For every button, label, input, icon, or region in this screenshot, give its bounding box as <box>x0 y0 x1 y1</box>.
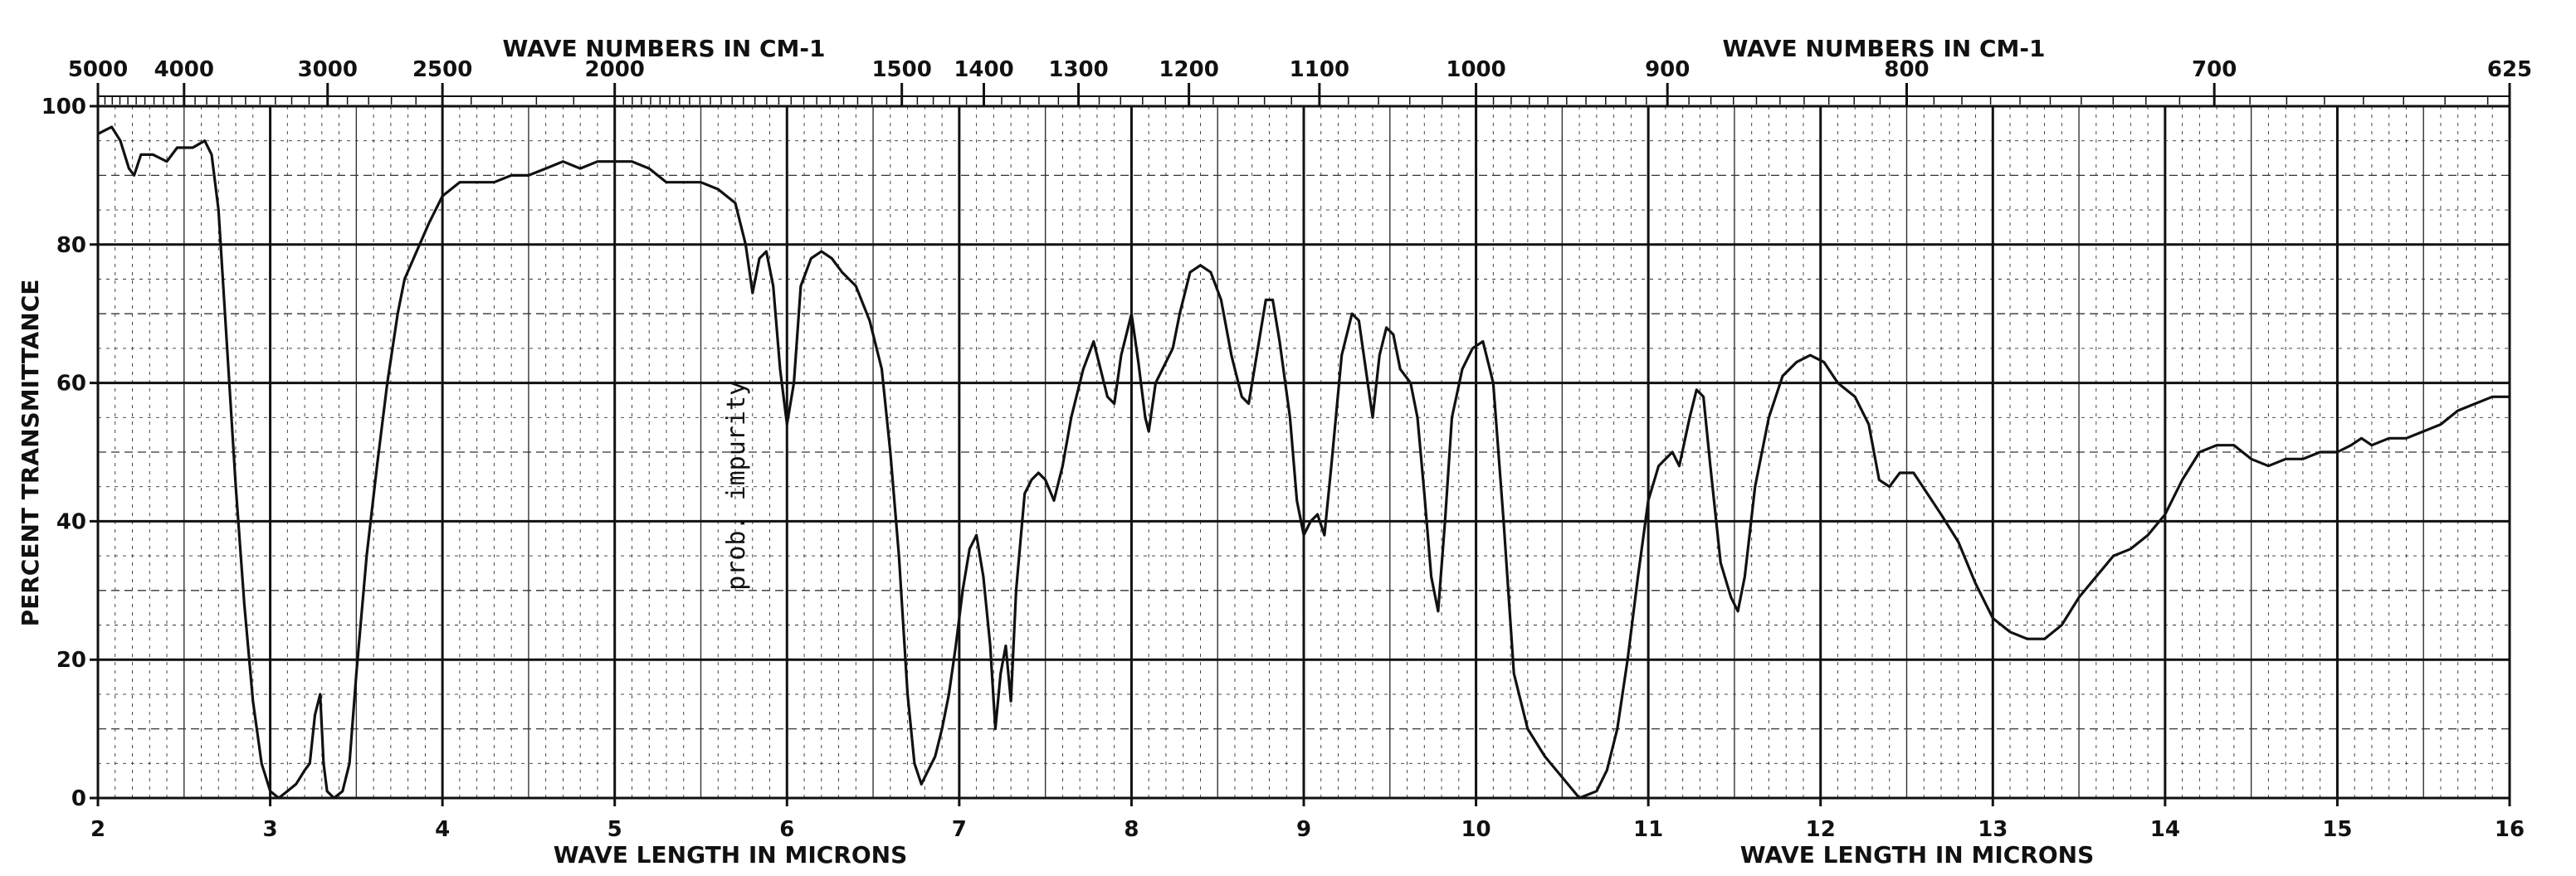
x-tick-label: 15 <box>2322 817 2352 842</box>
y-tick-label: 40 <box>56 509 86 534</box>
wavenumber-tick-label: 4000 <box>154 57 214 82</box>
wavelength-title-right: WAVE LENGTH IN MICRONS <box>1740 841 2095 869</box>
x-tick-label: 13 <box>1978 817 2008 842</box>
chart-grid <box>90 105 2511 806</box>
x-tick-label: 5 <box>607 817 622 842</box>
transmittance-curve <box>97 125 2510 800</box>
wavelength-title-left: WAVE LENGTH IN MICRONS <box>554 841 908 869</box>
wavenumber-tick-label: 1200 <box>1159 57 1218 82</box>
y-axis-title: PERCENT TRANSMITTANCE <box>17 280 44 627</box>
wavenumber-tick-label: 1100 <box>1290 57 1349 82</box>
wavenumber-tick-label: 625 <box>2487 57 2532 82</box>
wavenumber-tick-label: 2000 <box>585 57 645 82</box>
wavenumber-tick-label: 700 <box>2192 57 2237 82</box>
wavenumber-axis: 5000 4000 3000 2500 2000 1500 1400 1300 1200 1100… <box>68 57 2532 106</box>
wavenumber-tick-label: 1000 <box>1446 57 1505 82</box>
wavenumber-tick-label: 1500 <box>871 57 931 82</box>
wavenumber-tick-label: 800 <box>1884 57 1929 82</box>
wavenumber-tick-label: 1300 <box>1048 57 1108 82</box>
y-tick-label: 20 <box>56 648 86 673</box>
y-tick-label: 80 <box>56 233 86 258</box>
x-tick-label: 12 <box>1806 817 1836 842</box>
wavenumber-title-right: WAVE NUMBERS IN CM-1 <box>1722 35 2045 62</box>
x-tick-label: 10 <box>1461 817 1490 842</box>
wavenumber-tick-label: 1400 <box>954 57 1013 82</box>
x-tick-label: 2 <box>90 817 105 842</box>
wavenumber-title-left: WAVE NUMBERS IN CM-1 <box>502 35 825 62</box>
y-tick-label: 0 <box>71 786 86 811</box>
wavenumber-tick-label: 3000 <box>298 57 358 82</box>
wavenumber-tick-label: 5000 <box>68 57 128 82</box>
x-tick-label: 14 <box>2150 817 2180 842</box>
wavenumber-tick-label: 2500 <box>412 57 472 82</box>
x-tick-label: 6 <box>779 817 794 842</box>
x-tick-label: 11 <box>1633 817 1663 842</box>
x-tick-label: 9 <box>1296 817 1311 842</box>
impurity-annotation: prob. impurity <box>722 381 751 591</box>
y-tick-label: 60 <box>56 372 86 397</box>
wavelength-axis: 2 3 4 5 6 7 8 9 10 11 12 13 14 15 16 0 20 40 60 80 100 <box>41 95 2525 842</box>
wavenumber-tick-label: 900 <box>1645 57 1690 82</box>
x-tick-label: 16 <box>2495 817 2525 842</box>
x-tick-label: 4 <box>435 817 450 842</box>
x-tick-label: 7 <box>952 817 967 842</box>
y-tick-label: 100 <box>41 95 86 119</box>
plot-frame <box>96 105 2511 800</box>
x-tick-label: 3 <box>263 817 278 842</box>
x-tick-label: 8 <box>1124 817 1139 842</box>
